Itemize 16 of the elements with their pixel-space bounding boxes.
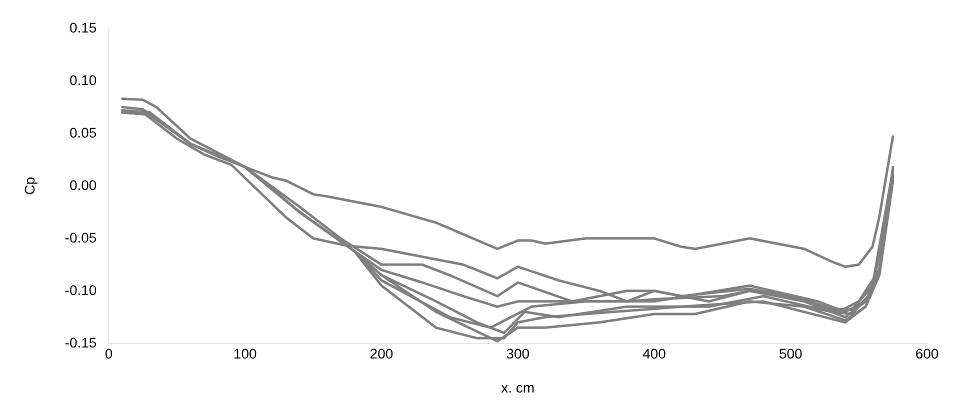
x-tick-label: 0 <box>104 346 113 362</box>
y-tick-label: -0.15 <box>64 334 97 350</box>
x-tick-label: 500 <box>778 346 803 362</box>
y-tick-label: 0.10 <box>69 72 97 88</box>
y-axis-title: Cp <box>21 176 38 195</box>
x-tick-label: 200 <box>370 346 394 362</box>
x-tick-label: 300 <box>506 346 530 362</box>
y-tick-label: 0.00 <box>69 176 97 193</box>
y-tick-label: -0.05 <box>64 229 97 246</box>
y-tick-label: 0.05 <box>69 124 97 140</box>
x-tick-label: 100 <box>233 346 257 362</box>
y-tick-label: 0.15 <box>69 19 97 36</box>
x-tick-label: 400 <box>642 346 666 362</box>
x-axis-title: x. cm <box>501 379 535 396</box>
x-tick-label: 600 <box>915 346 939 362</box>
y-tick-label: -0.10 <box>64 282 97 298</box>
